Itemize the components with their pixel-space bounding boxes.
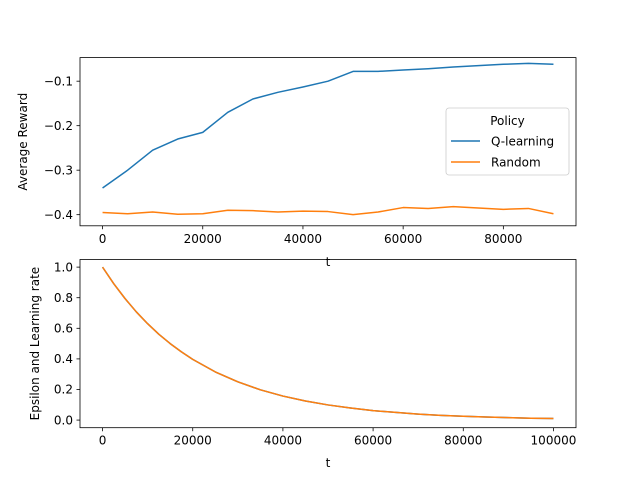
- top-y-tick-label: −0.3: [44, 163, 73, 177]
- legend-frame: [445, 107, 570, 176]
- top-series-lines: [102, 62, 554, 216]
- top-y-tick-label: −0.4: [44, 208, 73, 222]
- bot-y-tick-label: 0.0: [54, 413, 73, 427]
- top-x-tick-label: 60000: [384, 232, 422, 246]
- top-y-tick-label: −0.1: [44, 74, 73, 88]
- bottom-x-ticks: 0 20000 40000 60000 80000 100000: [99, 427, 577, 448]
- top-x-tick-label: 20000: [184, 232, 222, 246]
- top-x-tick-label: 0: [99, 232, 107, 246]
- top-y-ticks: −0.4 −0.3 −0.2 −0.1: [44, 74, 80, 222]
- bot-x-tick-label: 60000: [354, 434, 392, 448]
- bottom-x-axis-label: t: [326, 456, 331, 470]
- bot-x-tick-label: 80000: [444, 434, 482, 448]
- top-axes-frame: [79, 57, 577, 227]
- bottom-y-ticks: 0.0 0.2 0.4 0.6 0.8 1.0: [54, 260, 80, 427]
- top-line-random: [102, 205, 554, 216]
- top-x-axis-label: t: [326, 255, 331, 269]
- legend: Policy Q-learning Random: [445, 107, 570, 176]
- bot-x-tick-label: 100000: [531, 434, 577, 448]
- top-axes: 0 20000 40000 60000 80000 −0.4 −0.3 −0.2 −0.1 t…: [16, 57, 577, 269]
- legend-title: Policy: [490, 114, 525, 128]
- bot-x-tick-label: 40000: [264, 434, 302, 448]
- top-y-axis-label: Average Reward: [16, 93, 30, 191]
- top-x-tick-label: 80000: [484, 232, 522, 246]
- bottom-y-axis-label: Epsilon and Learning rate: [28, 267, 42, 421]
- bot-y-tick-label: 1.0: [54, 260, 73, 274]
- bottom-series-lines: [101, 266, 554, 420]
- bottom-axes-frame: [79, 259, 577, 429]
- bot-line-series-1: [101, 266, 554, 420]
- bot-y-tick-label: 0.2: [54, 383, 73, 397]
- top-x-tick-label: 40000: [284, 232, 322, 246]
- top-line-q-learning: [102, 62, 554, 189]
- top-y-tick-label: −0.2: [44, 119, 73, 133]
- bottom-axes: 0 20000 40000 60000 80000 100000 0.0 0.2 0.4 0.6…: [28, 259, 577, 470]
- legend-label-random: Random: [491, 156, 541, 170]
- legend-label-q-learning: Q-learning: [491, 135, 554, 149]
- bot-y-tick-label: 0.6: [54, 322, 73, 336]
- bot-x-tick-label: 20000: [174, 434, 212, 448]
- bot-x-tick-label: 0: [99, 434, 107, 448]
- top-x-ticks: 0 20000 40000 60000 80000: [99, 225, 522, 246]
- bot-y-tick-label: 0.4: [54, 352, 73, 366]
- bot-y-tick-label: 0.8: [54, 291, 73, 305]
